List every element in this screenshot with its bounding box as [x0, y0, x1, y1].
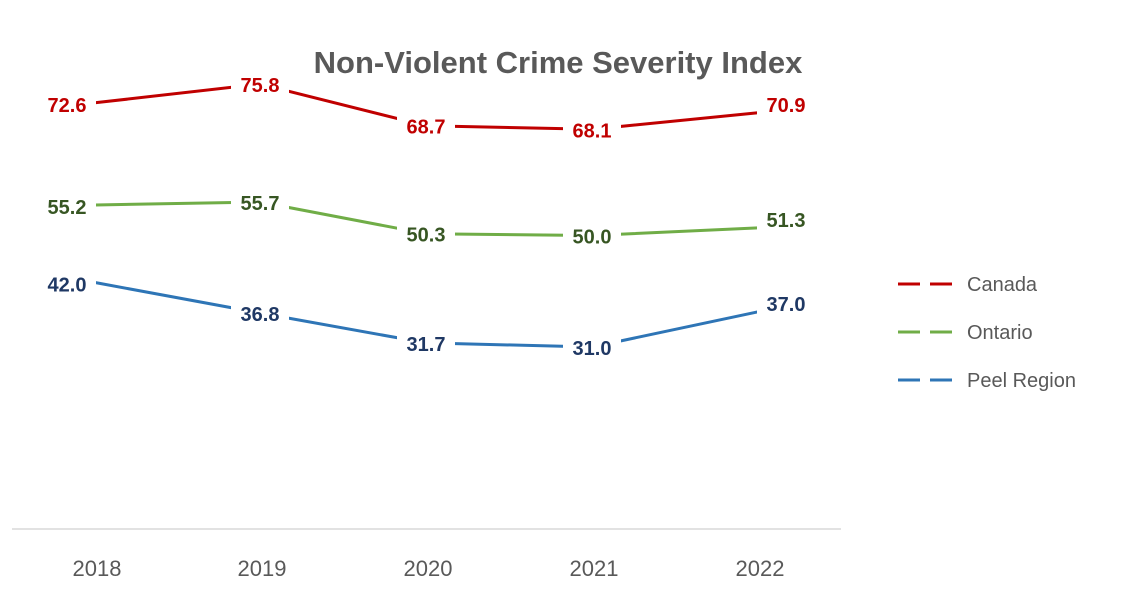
data-label-bg [231, 75, 289, 98]
data-label-bg [757, 94, 815, 117]
x-axis: 2018 2019 2020 2021 2022 [12, 528, 841, 581]
data-label-peel-region: 36.8 [241, 304, 280, 326]
data-label-bg [38, 196, 96, 219]
data-label-bg [397, 116, 455, 139]
data-label-bg [563, 226, 621, 249]
chart-title: Non-Violent Crime Severity Index [314, 45, 803, 80]
data-label-bg [563, 338, 621, 361]
x-tick-label: 2022 [736, 556, 785, 581]
data-label-peel-region: 42.0 [48, 274, 87, 296]
plot-area: 72.6 75.8 68.7 68.1 70.9 55.2 55.7 50.3 50.0 51.3… [38, 75, 815, 361]
x-tick-label: 2019 [238, 556, 287, 581]
data-label-canada: 70.9 [767, 95, 806, 117]
legend-item-canada: Canada [898, 274, 1038, 296]
data-label-ontario: 55.2 [48, 197, 87, 219]
series-peel-region: 42.0 36.8 31.7 31.0 37.0 [38, 274, 815, 361]
x-tick-label: 2018 [73, 556, 122, 581]
data-label-canada: 68.7 [407, 117, 446, 139]
data-label-bg [231, 303, 289, 326]
legend-label: Ontario [967, 322, 1033, 344]
data-label-bg [38, 274, 96, 297]
data-label-bg [397, 224, 455, 247]
data-label-bg [38, 94, 96, 117]
series-ontario: 55.2 55.7 50.3 50.0 51.3 [38, 193, 815, 249]
data-label-bg [757, 209, 815, 232]
data-label-peel-region: 31.7 [407, 334, 446, 356]
data-label-canada: 68.1 [573, 120, 612, 142]
series-canada: 72.6 75.8 68.7 68.1 70.9 [38, 75, 815, 142]
x-tick-label: 2021 [570, 556, 619, 581]
legend-item-peel-region: Peel Region [898, 370, 1076, 392]
legend-label: Canada [967, 274, 1038, 296]
data-label-ontario: 50.0 [573, 227, 612, 249]
data-label-bg [757, 293, 815, 316]
data-label-peel-region: 37.0 [767, 294, 806, 316]
data-label-ontario: 51.3 [767, 210, 806, 232]
data-label-bg [563, 120, 621, 143]
x-tick-label: 2020 [404, 556, 453, 581]
data-label-canada: 75.8 [241, 75, 280, 97]
legend-item-ontario: Ontario [898, 322, 1033, 344]
data-label-ontario: 50.3 [407, 225, 446, 247]
data-label-bg [231, 193, 289, 216]
data-label-bg [397, 333, 455, 356]
data-label-ontario: 55.7 [241, 193, 280, 215]
data-label-canada: 72.6 [48, 95, 87, 117]
legend: Canada Ontario Peel Region [898, 274, 1076, 392]
data-label-peel-region: 31.0 [573, 338, 612, 360]
legend-label: Peel Region [967, 370, 1076, 392]
